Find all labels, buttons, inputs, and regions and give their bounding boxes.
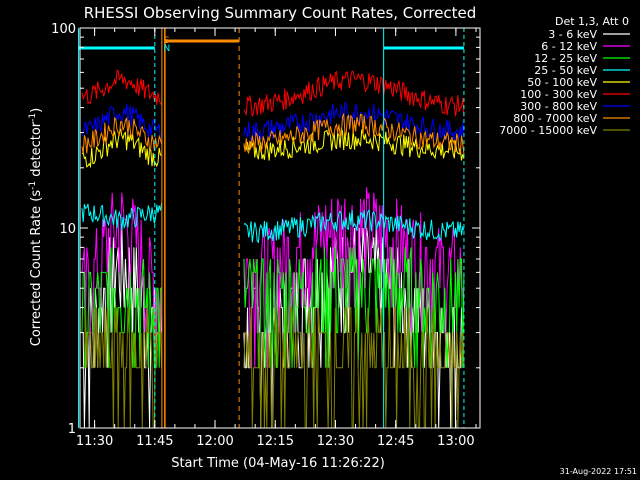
y-axis-label-mid: detector [29,121,44,181]
series-line-5-seg-0 [81,69,162,105]
legend-label-3: 25 - 50 keV [534,64,597,77]
x-tick-label-3: 12:15 [257,434,294,449]
y-axis-label-main: Corrected Count Rate (s [29,190,44,347]
series-line-4-seg-1 [243,127,465,161]
x-tick-label-6: 13:00 [437,434,474,449]
legend-header: Det 1,3, Att 0 [555,15,629,28]
x-tick-label-0: 11:30 [76,434,113,449]
x-tick-label-1: 11:45 [136,434,173,449]
legend-label-7: 800 - 7000 keV [513,112,597,125]
y-tick-label-1: 10 [59,222,76,237]
series-line-1-seg-1 [243,187,465,368]
y-axis-label-sup2: -1 [28,113,38,122]
y-tick-label-0: 1 [68,422,76,437]
series-line-5-seg-1 [243,70,465,117]
y-axis-label-sup1: -1 [28,181,38,190]
flag-N: N [163,44,170,54]
series-line-6-seg-1 [243,101,465,143]
legend-label-8: 7000 - 15000 keV [499,124,597,137]
series-line-3-seg-0 [81,203,163,231]
timestamp: 31-Aug-2022 17:51 [560,467,637,476]
y-axis-label-end: ) [29,108,44,113]
x-tick-label-5: 12:45 [377,434,414,449]
legend-label-0: 3 - 6 keV [548,28,597,41]
series-line-3-seg-1 [243,208,465,244]
legend-label-5: 100 - 300 keV [520,88,597,101]
x-axis-label: Start Time (04-May-16 11:26:22) [171,456,385,471]
y-axis-label: Corrected Count Rate (s-1 detector-1) [28,108,44,346]
x-tick-label-4: 12:30 [317,434,354,449]
chart-title: RHESSI Observing Summary Count Rates, Co… [84,4,477,22]
legend-label-6: 300 - 800 keV [520,100,597,113]
series-line-8-seg-1 [243,307,465,429]
series-line-2-seg-0 [81,247,162,369]
series-line-7-seg-1 [243,112,465,155]
y-tick-label-2: 100 [51,22,76,37]
legend-label-2: 12 - 25 keV [534,52,597,65]
series-line-1-seg-0 [81,192,163,368]
series-line-7-seg-0 [81,116,163,154]
x-tick-label-2: 12:00 [196,434,233,449]
series-line-8-seg-0 [82,307,163,429]
series-line-4-seg-0 [81,128,162,169]
legend-label-4: 50 - 100 keV [527,76,597,89]
legend-label-1: 6 - 12 keV [541,40,597,53]
series-line-2-seg-1 [243,247,465,369]
axes: 1 10 100 11:30 11:45 12:00 12:15 12:30 12:45 13:0… [51,22,481,449]
plot-area: SN [78,28,465,429]
flag-S: S [164,36,170,46]
